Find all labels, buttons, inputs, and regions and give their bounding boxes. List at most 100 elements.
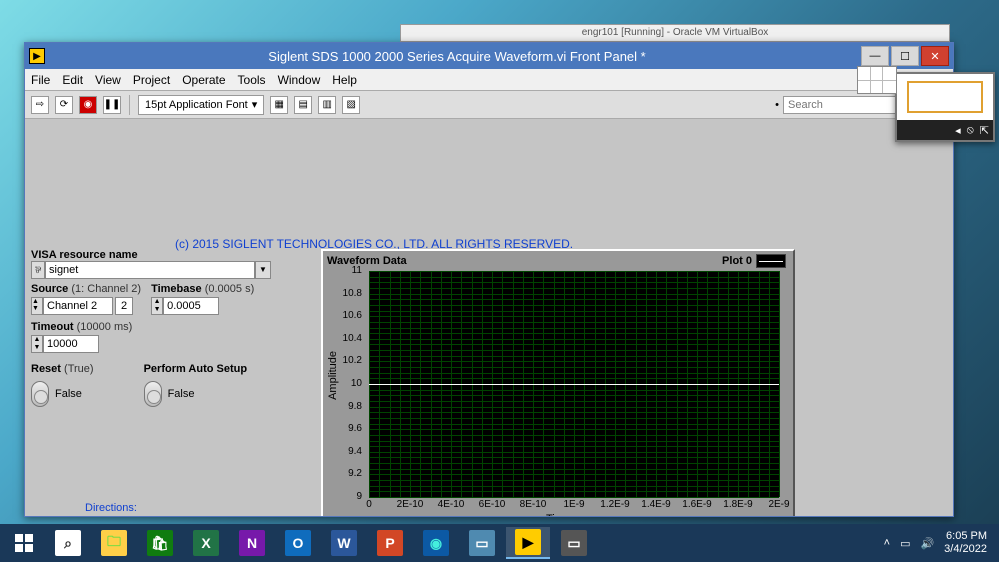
taskbar-window[interactable]: ▭ bbox=[552, 527, 596, 559]
run-continuous-button[interactable]: ⟳ bbox=[55, 96, 73, 114]
taskbar-search[interactable]: ⌕ bbox=[46, 527, 90, 559]
labview-icon: ▶ bbox=[29, 48, 45, 64]
source-index: 2 bbox=[115, 297, 133, 315]
clock-time: 6:05 PM bbox=[944, 530, 987, 543]
menu-tools[interactable]: Tools bbox=[238, 73, 266, 87]
pause-button[interactable]: ❚❚ bbox=[103, 96, 121, 114]
ytick: 11 bbox=[341, 265, 362, 276]
menu-file[interactable]: File bbox=[31, 73, 50, 87]
timebase-label: Timebase (0.0005 s) bbox=[151, 283, 254, 295]
pip-prev-icon[interactable]: ◂ bbox=[955, 124, 961, 137]
close-button[interactable]: ✕ bbox=[921, 46, 949, 66]
reset-toggle[interactable] bbox=[31, 381, 49, 407]
timeout-input[interactable] bbox=[43, 335, 99, 353]
menu-operate[interactable]: Operate bbox=[182, 73, 225, 87]
taskbar-labview[interactable]: ▶ bbox=[506, 527, 550, 559]
legend-swatch bbox=[756, 254, 786, 268]
visa-browse-icon[interactable]: ⅌ bbox=[31, 261, 45, 279]
powerpoint-icon: P bbox=[377, 530, 403, 556]
align-button[interactable]: ▦ bbox=[270, 96, 288, 114]
font-selector[interactable]: 15pt Application Font ▾ bbox=[138, 95, 264, 115]
pip-thumbnail bbox=[897, 74, 993, 120]
source-label: Source (1: Channel 2) bbox=[31, 283, 141, 295]
pip-controls: ◂ ⦸ ⇱ bbox=[897, 120, 993, 140]
window-title: Siglent SDS 1000 2000 Series Acquire Wav… bbox=[53, 49, 861, 64]
window-icon: ▭ bbox=[561, 530, 587, 556]
xtick: 2E-9 bbox=[763, 499, 795, 510]
taskbar-photos[interactable]: ▭ bbox=[460, 527, 504, 559]
plot-area[interactable] bbox=[369, 271, 779, 497]
controls-area: VISA resource name ⅌ ▼ Source (1: Channe… bbox=[31, 249, 311, 407]
menu-view[interactable]: View bbox=[95, 73, 121, 87]
taskbar-file-explorer[interactable]: 🗀 bbox=[92, 527, 136, 559]
timeout-label: Timeout (10000 ms) bbox=[31, 321, 311, 333]
taskbar-outlook[interactable]: O bbox=[276, 527, 320, 559]
directions-label: Directions: bbox=[85, 502, 137, 514]
tray-volume-icon[interactable]: 🔊 bbox=[920, 537, 934, 550]
visa-input[interactable] bbox=[45, 261, 255, 279]
outlook-icon: O bbox=[285, 530, 311, 556]
labview-icon: ▶ bbox=[515, 529, 541, 555]
abort-button[interactable]: ◉ bbox=[79, 96, 97, 114]
source-spin[interactable]: ▲▼ bbox=[31, 297, 43, 315]
menu-help[interactable]: Help bbox=[332, 73, 357, 87]
visa-dropdown[interactable]: ▼ bbox=[255, 261, 271, 279]
icon-grid bbox=[857, 66, 897, 94]
menubar: File Edit View Project Operate Tools Win… bbox=[25, 69, 953, 91]
xtick: 1.2E-9 bbox=[599, 499, 631, 510]
clock-date: 3/4/2022 bbox=[944, 543, 987, 556]
source-input[interactable] bbox=[43, 297, 113, 315]
legend-label: Plot 0 bbox=[722, 255, 752, 267]
tray-up-icon[interactable]: ˄ bbox=[884, 537, 890, 549]
timebase-spin[interactable]: ▲▼ bbox=[151, 297, 163, 315]
reorder-button[interactable]: ▧ bbox=[342, 96, 360, 114]
maximize-button[interactable]: ☐ bbox=[891, 46, 919, 66]
separator bbox=[129, 95, 130, 115]
menu-project[interactable]: Project bbox=[133, 73, 170, 87]
search-icon: ⌕ bbox=[55, 530, 81, 556]
ytick: 9.6 bbox=[341, 423, 362, 434]
clock[interactable]: 6:05 PM 3/4/2022 bbox=[944, 530, 987, 556]
pip-overlay[interactable]: ◂ ⦸ ⇱ bbox=[895, 72, 995, 142]
ytick: 10.8 bbox=[341, 288, 362, 299]
waveform-chart: Waveform Data Plot 0 Amplitude Time 1110… bbox=[321, 249, 795, 516]
xtick: 4E-10 bbox=[435, 499, 467, 510]
run-button[interactable]: ⇨ bbox=[31, 96, 49, 114]
onenote-icon: N bbox=[239, 530, 265, 556]
auto-label: Perform Auto Setup bbox=[144, 363, 248, 375]
distribute-button[interactable]: ▤ bbox=[294, 96, 312, 114]
taskbar-edge[interactable]: ◉ bbox=[414, 527, 458, 559]
taskbar-excel[interactable]: X bbox=[184, 527, 228, 559]
system-tray[interactable]: ˄ ▭ 🔊 6:05 PM 3/4/2022 bbox=[884, 530, 995, 556]
x-axis-label: Time bbox=[546, 513, 570, 516]
xtick: 1.4E-9 bbox=[640, 499, 672, 510]
timeout-spin[interactable]: ▲▼ bbox=[31, 335, 43, 353]
xtick: 1.6E-9 bbox=[681, 499, 713, 510]
xtick: 1E-9 bbox=[558, 499, 590, 510]
taskbar-word[interactable]: W bbox=[322, 527, 366, 559]
taskbar-onenote[interactable]: N bbox=[230, 527, 274, 559]
resize-button[interactable]: ▥ bbox=[318, 96, 336, 114]
titlebar[interactable]: ▶ Siglent SDS 1000 2000 Series Acquire W… bbox=[25, 43, 953, 69]
minimize-button[interactable]: — bbox=[861, 46, 889, 66]
ytick: 10.6 bbox=[341, 310, 362, 321]
search-input[interactable] bbox=[783, 96, 903, 114]
toolbar: ⇨ ⟳ ◉ ❚❚ 15pt Application Font ▾ ▦ ▤ ▥ ▧… bbox=[25, 91, 953, 119]
taskbar-store[interactable]: 🛍 bbox=[138, 527, 182, 559]
menu-edit[interactable]: Edit bbox=[62, 73, 83, 87]
start-button[interactable] bbox=[4, 527, 44, 559]
labview-window: ▶ Siglent SDS 1000 2000 Series Acquire W… bbox=[24, 42, 954, 517]
auto-toggle[interactable] bbox=[144, 381, 162, 407]
taskbar-powerpoint[interactable]: P bbox=[368, 527, 412, 559]
pip-expand-icon[interactable]: ⇱ bbox=[980, 124, 989, 137]
front-panel: (c) 2015 SIGLENT TECHNOLOGIES CO., LTD. … bbox=[25, 119, 953, 516]
timebase-input[interactable] bbox=[163, 297, 219, 315]
menu-window[interactable]: Window bbox=[278, 73, 321, 87]
ytick: 9.4 bbox=[341, 446, 362, 457]
pip-mute-icon[interactable]: ⦸ bbox=[967, 124, 974, 137]
tray-battery-icon[interactable]: ▭ bbox=[900, 537, 910, 550]
font-label: 15pt Application Font bbox=[145, 99, 248, 111]
edge-icon: ◉ bbox=[423, 530, 449, 556]
word-icon: W bbox=[331, 530, 357, 556]
chart-legend[interactable]: Plot 0 bbox=[719, 253, 789, 269]
